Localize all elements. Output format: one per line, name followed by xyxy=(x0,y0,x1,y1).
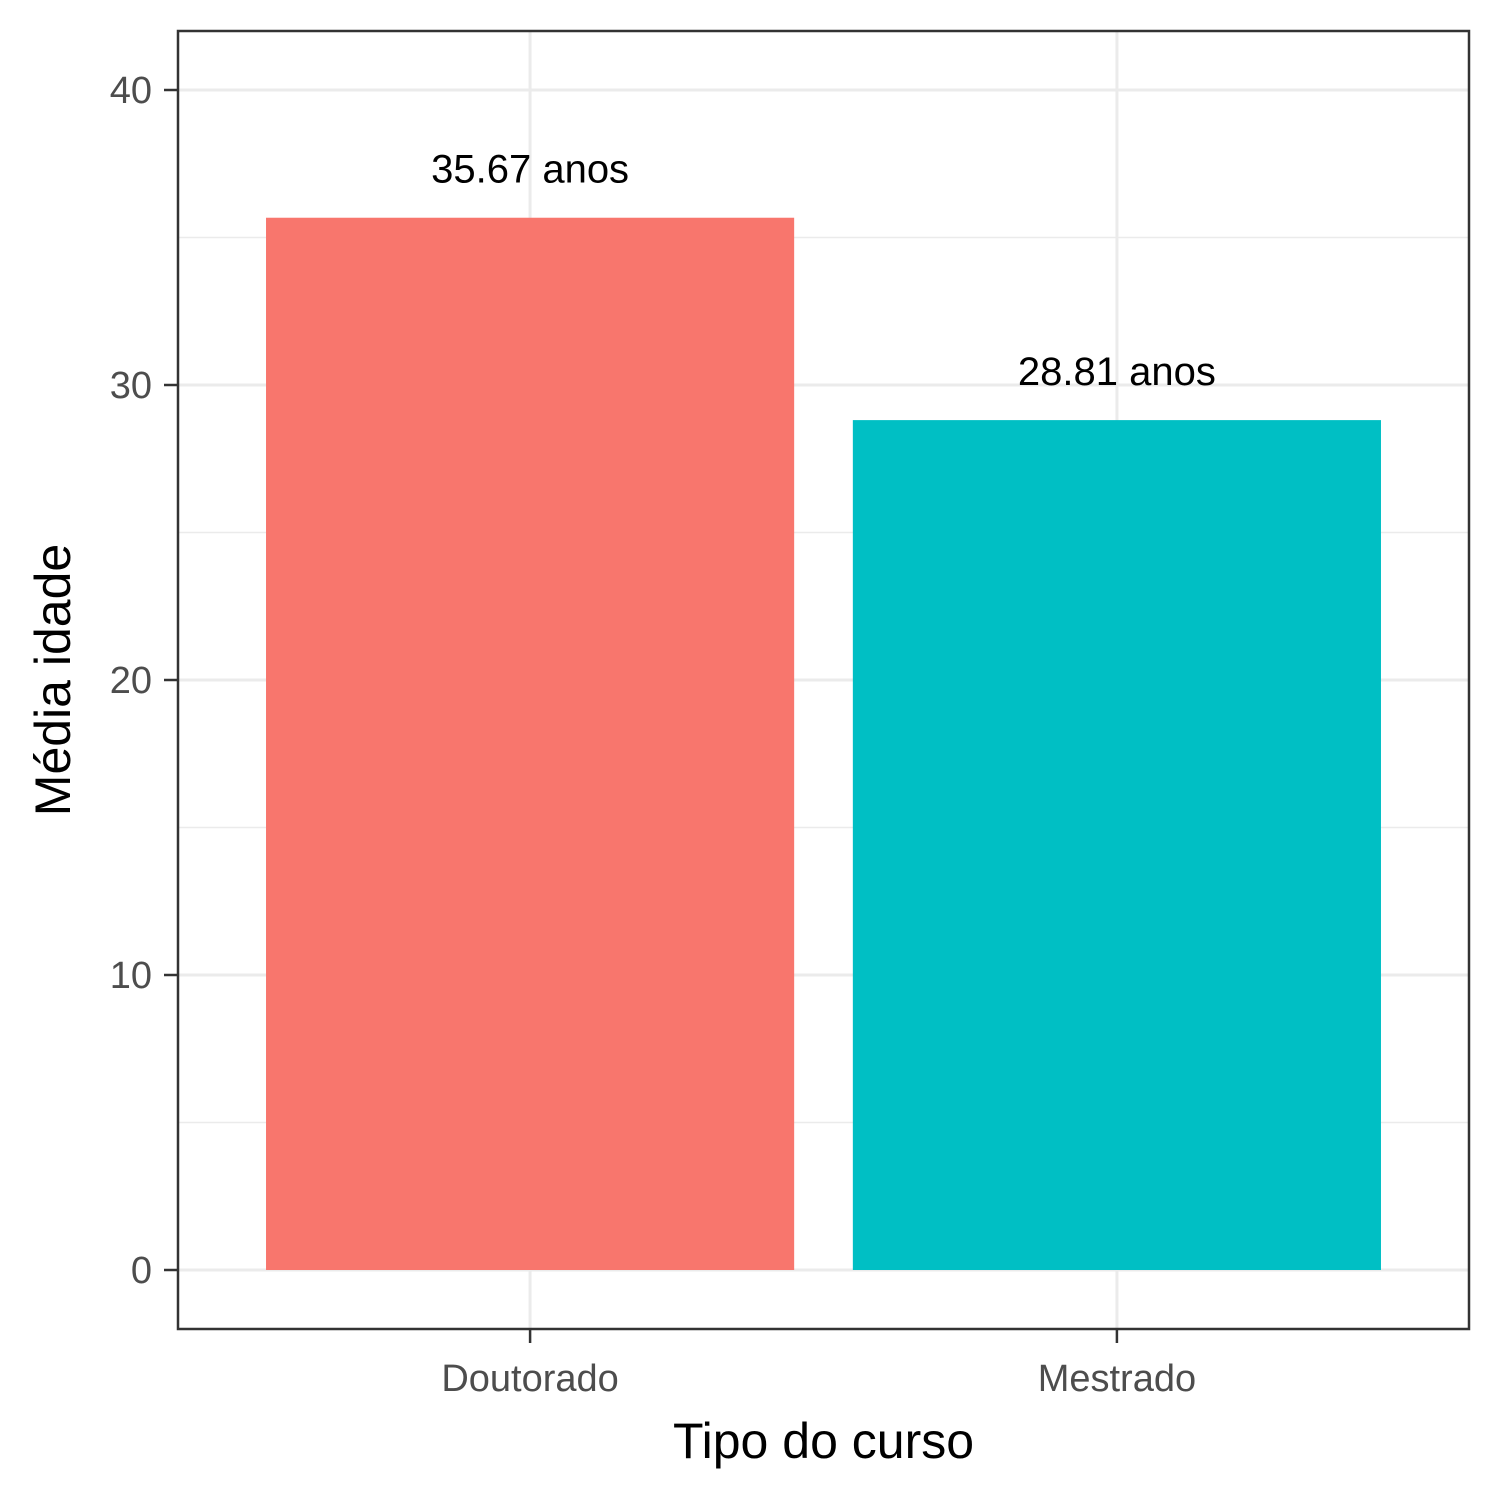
bar-doutorado xyxy=(266,217,795,1271)
y-tick-label: 10 xyxy=(110,955,152,997)
data-labels: 35.67 anos 28.81 anos xyxy=(431,148,1216,394)
y-tick-label: 30 xyxy=(110,365,152,407)
data-label-mestrado: 28.81 anos xyxy=(1018,350,1216,394)
bars xyxy=(266,217,1381,1271)
y-tick-label: 20 xyxy=(110,660,152,702)
y-axis-title: Média idade xyxy=(25,544,81,816)
y-tick-label: 0 xyxy=(131,1250,152,1292)
y-tick-label: 40 xyxy=(110,70,152,112)
bar-mestrado xyxy=(852,420,1381,1271)
x-tick-label: Mestrado xyxy=(1038,1358,1196,1400)
axes: 0 10 20 30 40 Doutorado Mestrado xyxy=(110,70,1196,1400)
data-label-doutorado: 35.67 anos xyxy=(431,148,629,192)
x-axis-title: Tipo do curso xyxy=(673,1413,974,1469)
x-tick-label: Doutorado xyxy=(441,1358,618,1400)
